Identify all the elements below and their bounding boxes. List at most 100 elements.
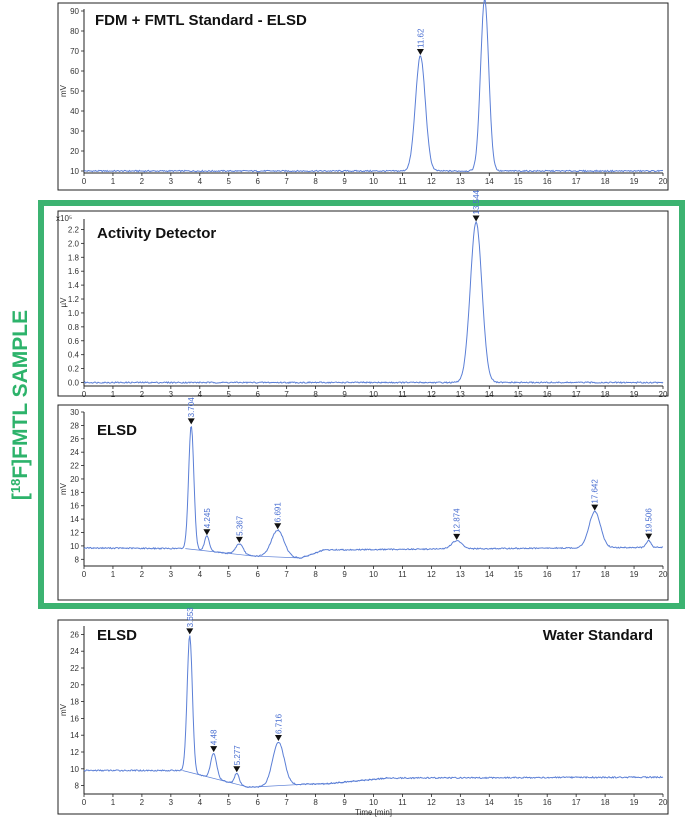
peak-marker bbox=[233, 766, 241, 773]
x-tick-label: 11 bbox=[398, 570, 407, 579]
x-tick-label: 18 bbox=[601, 798, 610, 807]
x-tick-label: 15 bbox=[514, 177, 523, 186]
y-tick-label: 18 bbox=[70, 488, 79, 497]
peak-marker bbox=[416, 49, 424, 55]
x-tick-label: 18 bbox=[601, 570, 610, 579]
x-tick-label: 17 bbox=[572, 798, 581, 807]
y-tick-label: 0.0 bbox=[68, 379, 80, 388]
y-tick-label: 14 bbox=[70, 515, 79, 524]
x-tick-label: 13 bbox=[456, 570, 465, 579]
x-tick-label: 3 bbox=[169, 570, 174, 579]
x-tick-label: 11 bbox=[398, 798, 407, 807]
peak-marker bbox=[203, 529, 211, 536]
x-tick-label: 6 bbox=[255, 177, 260, 186]
integration-baseline bbox=[182, 770, 250, 788]
x-tick-label: 7 bbox=[284, 570, 289, 579]
x-axis-label: Time [min] bbox=[355, 808, 392, 817]
x-tick-label: 0 bbox=[82, 798, 87, 807]
x-tick-label: 0 bbox=[82, 390, 87, 399]
x-tick-label: 2 bbox=[140, 390, 145, 399]
y-tick-label: 0.8 bbox=[68, 323, 80, 332]
y-tick-label: 70 bbox=[70, 47, 79, 56]
y-tick-label: 0.6 bbox=[68, 337, 80, 346]
x-tick-label: 18 bbox=[601, 390, 610, 399]
x-tick-label: 1 bbox=[111, 798, 116, 807]
y-tick-label: 30 bbox=[70, 127, 79, 136]
x-tick-label: 3 bbox=[169, 177, 174, 186]
peak-marker bbox=[187, 418, 195, 425]
peak-label: 5.277 bbox=[233, 745, 242, 766]
panel-title: ELSD bbox=[97, 627, 137, 644]
x-tick-label: 11 bbox=[398, 177, 407, 186]
x-tick-label: 4 bbox=[198, 798, 203, 807]
x-tick-label: 4 bbox=[198, 570, 203, 579]
x-tick-label: 19 bbox=[630, 177, 639, 186]
x-tick-label: 16 bbox=[543, 390, 552, 399]
y-tick-label: 22 bbox=[70, 664, 79, 673]
x-tick-label: 18 bbox=[601, 177, 610, 186]
panel-title: ELSD bbox=[97, 422, 137, 439]
y-tick-label: 0.4 bbox=[68, 351, 80, 360]
y-tick-label: 90 bbox=[70, 7, 79, 16]
x-tick-label: 6 bbox=[255, 390, 260, 399]
x-tick-label: 15 bbox=[514, 798, 523, 807]
peak-marker bbox=[235, 536, 243, 543]
peak-marker bbox=[472, 215, 480, 222]
panel-title: Activity Detector bbox=[97, 225, 216, 242]
x-tick-label: 19 bbox=[630, 798, 639, 807]
panel-frame bbox=[57, 210, 669, 397]
peak-label: 13.544 bbox=[472, 189, 481, 214]
sample-side-label: [18F]FMTL SAMPLE bbox=[8, 310, 32, 500]
y-tick-label: 18 bbox=[70, 698, 79, 707]
x-tick-label: 14 bbox=[485, 570, 494, 579]
y-tick-label: 40 bbox=[70, 107, 79, 116]
x-tick-label: 8 bbox=[313, 570, 318, 579]
x-tick-label: 10 bbox=[369, 798, 378, 807]
y-axis-label: mV bbox=[59, 703, 68, 716]
y-axis-label: µV bbox=[59, 297, 68, 308]
peak-marker bbox=[274, 523, 282, 530]
x-tick-label: 4 bbox=[198, 177, 203, 186]
peak-marker bbox=[274, 734, 282, 741]
x-tick-label: 14 bbox=[485, 177, 494, 186]
y-tick-label: 26 bbox=[70, 435, 79, 444]
x-tick-label: 1 bbox=[111, 177, 116, 186]
y-tick-label: 10 bbox=[70, 765, 79, 774]
peak-label: 4.245 bbox=[203, 508, 212, 529]
signal-trace bbox=[83, 635, 664, 788]
peak-marker bbox=[210, 746, 218, 753]
x-tick-label: 17 bbox=[572, 390, 581, 399]
y-tick-label: 1.0 bbox=[68, 309, 80, 318]
x-tick-label: 17 bbox=[572, 177, 581, 186]
peak-label: 12.874 bbox=[453, 508, 462, 533]
y-tick-label: 1.6 bbox=[68, 267, 80, 276]
y-tick-label: 80 bbox=[70, 27, 79, 36]
x-tick-label: 6 bbox=[255, 570, 260, 579]
peak-label: 3.653 bbox=[186, 607, 195, 628]
x-tick-label: 19 bbox=[630, 390, 639, 399]
y-tick-label: 30 bbox=[70, 408, 79, 417]
y-tick-label: 16 bbox=[70, 714, 79, 723]
y-tick-label: 26 bbox=[70, 630, 79, 639]
y-scale-label: x10⁵ bbox=[56, 214, 72, 223]
x-tick-label: 19 bbox=[630, 570, 639, 579]
signal-trace bbox=[83, 425, 664, 559]
integration-baseline bbox=[251, 555, 302, 559]
x-tick-label: 9 bbox=[342, 798, 347, 807]
x-tick-label: 0 bbox=[82, 177, 87, 186]
x-tick-label: 8 bbox=[313, 177, 318, 186]
y-tick-label: 0.2 bbox=[68, 365, 80, 374]
y-tick-label: 60 bbox=[70, 67, 79, 76]
x-tick-label: 15 bbox=[514, 570, 523, 579]
y-tick-label: 28 bbox=[70, 421, 79, 430]
y-tick-label: 10 bbox=[70, 167, 79, 176]
x-tick-label: 14 bbox=[485, 798, 494, 807]
signal-trace bbox=[83, 0, 664, 173]
x-tick-label: 10 bbox=[369, 390, 378, 399]
peak-label: 11.62 bbox=[416, 28, 425, 48]
x-tick-label: 5 bbox=[227, 798, 232, 807]
x-tick-label: 1 bbox=[111, 390, 116, 399]
x-tick-label: 2 bbox=[140, 570, 145, 579]
x-tick-label: 9 bbox=[342, 570, 347, 579]
x-tick-label: 5 bbox=[227, 390, 232, 399]
